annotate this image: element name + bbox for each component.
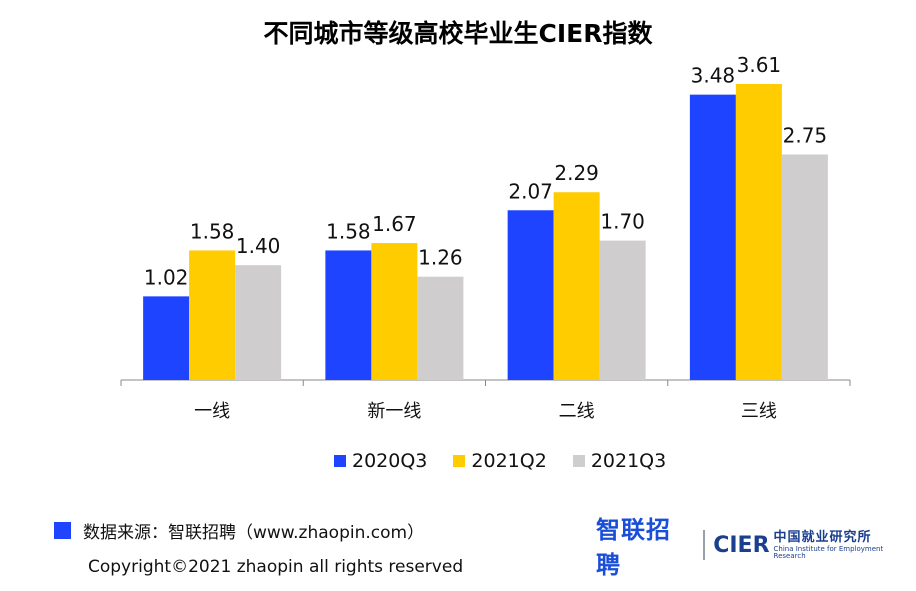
legend-item-2021q2: 2021Q2 [453,450,547,472]
bar-2021q3-2 [599,240,646,380]
data-label: 1.02 [144,265,189,289]
legend-item-2020q3: 2020Q3 [334,450,427,472]
bar-2021q3-0 [235,265,282,380]
bar-2020q3-0 [143,296,190,380]
data-label: 3.48 [691,64,736,88]
data-label: 1.58 [190,219,235,243]
data-label: 1.58 [326,219,371,243]
bar-2021q2-0 [189,250,236,380]
source-marker [54,522,71,539]
legend-swatch-2021q2 [453,455,466,467]
legend-label-2020q3: 2020Q3 [352,450,428,472]
data-label: 1.67 [372,212,417,236]
copyright-text: Copyright©2021 zhaopin all rights reserv… [88,557,464,577]
chart-legend: 2020Q3 2021Q2 2021Q3 [334,450,666,472]
legend-swatch-2021q3 [572,455,585,467]
cier-logo-text: 中国就业研究所 China Institute for Employment R… [774,531,916,560]
bar-2021q2-3 [735,83,782,380]
bar-2021q2-1 [371,243,418,380]
data-label: 3.61 [737,53,782,77]
data-label: 1.26 [418,246,463,270]
cier-logo-cn: 中国就业研究所 [773,529,872,545]
data-label: 1.40 [236,234,281,258]
bar-2020q3-2 [507,210,554,380]
source-text: 数据来源：智联招聘（www.zhaopin.com） [83,523,425,543]
bar-2021q3-1 [417,276,464,380]
data-label: 2.75 [783,124,828,148]
bar-2021q3-3 [781,154,828,380]
category-label: 一线 [194,401,230,422]
data-label: 2.29 [554,161,599,185]
logo-divider [703,530,706,560]
legend-item-2021q3: 2021Q3 [572,450,667,472]
logo-group: 智联招聘 CIER 中国就业研究所 China Institute for Em… [596,510,916,580]
category-label: 三线 [741,401,777,422]
zhaopin-logo: 智联招聘 [596,516,671,579]
chart-title: 不同城市等级高校毕业生CIER指数 [263,19,653,48]
bar-2020q3-1 [325,250,372,380]
data-label: 2.07 [508,179,553,203]
cier-logo-en: China Institute for Employment Research [773,544,884,560]
bar-2020q3-3 [689,94,736,380]
data-source: 数据来源：智联招聘（www.zhaopin.com） [54,518,424,543]
bar-2021q2-2 [553,192,600,380]
cier-logo-mark: CIER [713,532,770,558]
legend-label-2021q3: 2021Q3 [590,450,667,472]
legend-swatch-2020q3 [334,455,346,467]
category-label: 新一线 [367,401,421,422]
cier-logo: CIER 中国就业研究所 China Institute for Employm… [713,531,916,560]
legend-label-2021q2: 2021Q2 [471,450,547,472]
data-label: 1.70 [600,210,645,234]
category-label: 二线 [559,401,595,422]
